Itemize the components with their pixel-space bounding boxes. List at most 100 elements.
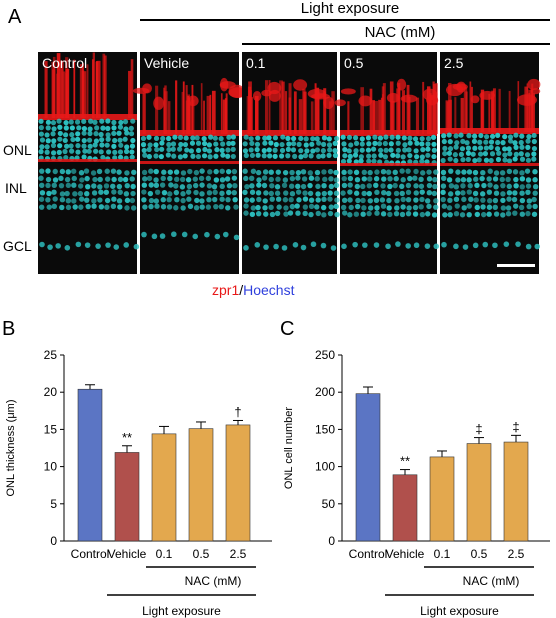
onl-nucleus: [431, 147, 437, 153]
onl-nucleus: [146, 146, 152, 153]
inl-nucleus: [289, 175, 296, 182]
inl-nucleus: [393, 176, 399, 182]
panel-a-letter: A: [8, 6, 22, 28]
inl-nucleus: [374, 189, 380, 196]
onl-nucleus: [388, 147, 394, 153]
inl-nucleus: [361, 169, 367, 176]
debris-blob: [456, 81, 467, 93]
inl-nucleus: [373, 182, 379, 189]
onl-nucleus: [98, 131, 104, 138]
onl-nucleus: [255, 152, 261, 158]
photoreceptor-streak: [288, 83, 292, 134]
inl-nucleus: [506, 183, 512, 190]
inl-nucleus: [460, 177, 467, 183]
onl-nucleus: [465, 145, 472, 151]
inl-nucleus: [282, 177, 289, 183]
inl-nucleus: [250, 205, 257, 211]
inl-nucleus: [78, 170, 85, 176]
onl-nucleus: [303, 136, 309, 142]
onl-nucleus: [472, 145, 478, 151]
onl-nucleus: [321, 135, 328, 141]
onl-nucleus: [70, 136, 76, 143]
inl-nucleus: [226, 189, 232, 196]
gcl-nucleus: [222, 231, 229, 238]
inl-nucleus: [111, 196, 117, 202]
onl-nucleus: [64, 143, 70, 149]
onl-nucleus: [51, 138, 57, 144]
inl-nucleus: [185, 177, 192, 183]
photoreceptor-streak: [427, 86, 431, 134]
opl-line: [242, 161, 337, 164]
inl-nucleus: [441, 175, 447, 181]
onl-nucleus: [342, 153, 348, 159]
inl-nucleus: [199, 198, 205, 204]
onl-nucleus: [334, 135, 340, 142]
inl-nucleus: [333, 169, 339, 176]
legend-separator: /: [239, 282, 244, 298]
onl-nucleus: [206, 148, 213, 154]
inl-nucleus: [412, 175, 418, 181]
onl-nucleus: [383, 147, 389, 153]
gcl-nucleus: [395, 241, 401, 247]
outer-segment-band: [140, 130, 239, 136]
onl-nucleus: [472, 133, 478, 139]
onl-nucleus: [154, 146, 160, 153]
onl-nucleus: [477, 139, 483, 145]
inl-nucleus: [420, 170, 426, 176]
onl-nucleus: [38, 149, 44, 155]
panel-letter: B: [2, 318, 15, 340]
inl-nucleus: [167, 191, 173, 197]
outer-segment-band: [440, 128, 539, 134]
debris-blob: [527, 78, 541, 91]
inl-nucleus: [96, 168, 103, 175]
photoreceptor-streak: [531, 93, 535, 132]
inl-nucleus: [161, 189, 168, 196]
inl-nucleus: [532, 168, 538, 175]
onl-nucleus: [159, 146, 165, 152]
onl-nucleus: [496, 150, 502, 156]
inl-nucleus: [263, 190, 269, 196]
photoreceptor-streak: [298, 99, 303, 134]
inl-nucleus: [261, 175, 268, 181]
inl-nucleus: [406, 205, 412, 211]
onl-nucleus: [414, 154, 420, 160]
photoreceptor-streak: [429, 93, 432, 134]
layer-label-inl: INL: [5, 180, 27, 196]
onl-nucleus: [230, 146, 236, 152]
inl-nucleus: [399, 168, 405, 174]
onl-nucleus: [81, 154, 87, 160]
inl-nucleus: [347, 197, 353, 203]
y-tick-label: 25: [44, 348, 58, 362]
inl-nucleus: [256, 177, 262, 183]
photoreceptor-streak: [463, 87, 468, 132]
debris-blob: [340, 88, 356, 95]
onl-nucleus: [425, 135, 432, 142]
inl-nucleus: [110, 168, 117, 174]
photoreceptor-streak: [374, 101, 379, 134]
inl-nucleus: [219, 190, 225, 197]
gcl-nucleus: [373, 242, 380, 248]
onl-nucleus: [446, 150, 452, 156]
inl-nucleus: [141, 197, 147, 203]
inl-nucleus: [419, 189, 425, 195]
inl-nucleus: [104, 197, 111, 204]
onl-nucleus: [201, 140, 208, 147]
onl-nucleus: [105, 136, 111, 142]
inl-nucleus: [262, 205, 268, 211]
onl-nucleus: [273, 141, 279, 148]
onl-nucleus: [116, 130, 122, 136]
inl-nucleus: [340, 190, 346, 196]
onl-nucleus: [254, 141, 261, 147]
photoreceptor-streak: [181, 91, 184, 134]
inl-nucleus: [387, 183, 393, 190]
inl-nucleus: [380, 169, 387, 175]
onl-nucleus: [320, 153, 326, 159]
gcl-nucleus: [503, 241, 510, 247]
onl-nucleus: [513, 132, 519, 138]
onl-nucleus: [166, 135, 172, 142]
onl-nucleus: [118, 119, 124, 126]
onl-nucleus: [272, 135, 279, 141]
onl-nucleus: [279, 141, 285, 148]
photoreceptor-streak: [378, 99, 382, 134]
inl-nucleus: [243, 203, 249, 209]
